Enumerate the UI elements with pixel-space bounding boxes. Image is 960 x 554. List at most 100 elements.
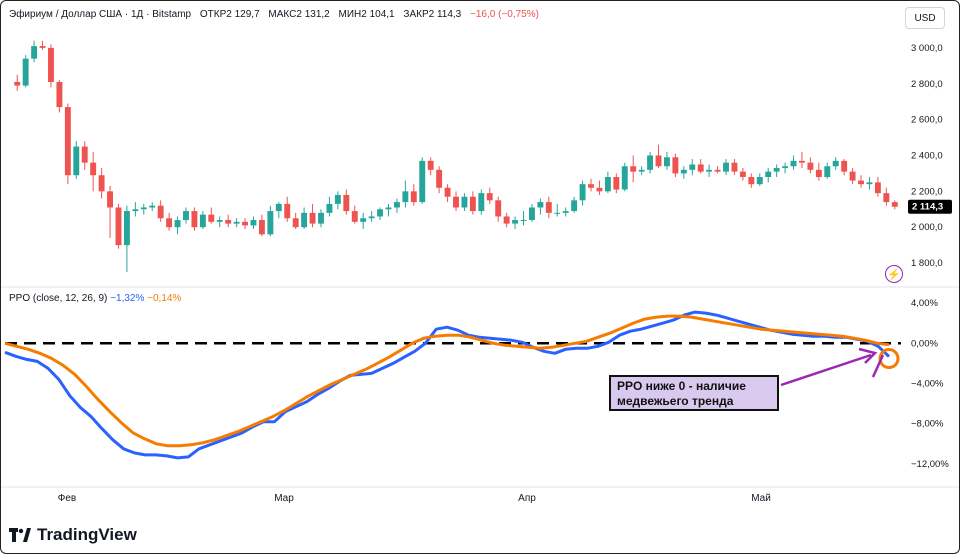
candle-body [191,211,198,228]
candle-body [562,211,569,213]
candle-body [284,203,291,219]
candle-body [588,184,594,188]
candle-body [31,46,38,59]
candle-body [427,160,434,170]
candle-body [140,207,147,210]
candle-body [444,187,451,197]
close-value: ЗАКР2 114,3 [403,9,462,20]
candle-body [318,212,324,224]
candle-body [858,180,864,185]
candle-body [402,191,409,203]
ppo-axis: 4,00% 0,00% −4,00% −8,00% −12,00% [911,298,949,470]
candle-body [360,218,367,222]
candle-body [545,202,552,213]
price-tick-label: 3 000,0 [911,43,943,54]
last-price-badge [908,199,952,214]
time-tick-label: Май [751,493,771,504]
candle-body [841,160,848,172]
candle-body [39,46,46,48]
candle-body [630,166,637,172]
candle-body [891,202,898,207]
annotation-line-2: медвежьего тренда [617,394,734,408]
annotation-line-1: PPO ниже 0 - наличие [617,379,746,393]
candle-body [714,169,721,172]
candle-body [647,155,654,170]
currency-button[interactable]: USD [905,7,945,29]
high-value: МАКС2 131,2 [268,9,330,20]
price-axis: 3 000,0 2 800,0 2 600,0 2 400,0 2 200,0 2 000… [908,43,952,269]
candle-body [174,220,181,228]
tradingview-logo-icon [9,528,31,542]
candle-body [807,162,814,170]
candle-body [377,209,384,217]
brand-name: TradingView [37,525,137,544]
candle-body [275,203,282,212]
candle-body [748,177,755,185]
candle-body [461,196,468,208]
candle-body [486,193,493,201]
candle-body [604,177,611,192]
annotation-arrowhead [858,347,878,364]
symbol-name[interactable]: Эфириум / Доллар США · 1Д · Bitstamp [9,9,192,20]
candle-body [739,171,746,177]
ppo-legend[interactable]: PPO (close, 12, 26, 9) −1,32% −0,14% [9,293,181,304]
candle-body [680,169,687,174]
ppo-legend-label: PPO (close, 12, 26, 9) [9,293,108,304]
candle-body [149,205,156,208]
candle-body [301,212,308,228]
candle-body [216,220,223,222]
candle-body [706,169,713,172]
ppo-tick-label: 0,00% [911,338,938,349]
candle-body [663,157,670,167]
candle-body [157,205,164,219]
candle-body [815,169,822,177]
price-tick-label: 2 200,0 [911,186,943,197]
candle-body [107,191,113,208]
candle-body [832,160,839,167]
candle-body [756,177,763,185]
ppo-tick-label: −4,00% [911,378,944,389]
time-tick-label: Апр [518,493,536,504]
candle-body [689,164,696,170]
candle-body [208,214,215,222]
candle-body [258,220,265,235]
candle-body [250,220,257,226]
candle-body [242,221,249,226]
lightning-icon[interactable]: ⚡ [885,265,903,283]
candle-body [326,203,333,213]
ppo-tick-label: 4,00% [911,298,938,309]
candle-body [849,171,856,181]
candle-body [799,160,805,163]
candle-body [672,157,679,174]
ppo-legend-value: −1,32% [110,293,145,304]
brand-logo[interactable]: TradingView [9,525,137,545]
candle-body [225,220,232,224]
symbol-header: Эфириум / Доллар США · 1Д · Bitstamp ОТК… [9,9,545,20]
candle-body [436,169,443,188]
candle-body [782,166,789,169]
candle-body [697,164,704,172]
candle-body [537,202,544,208]
candle-body [655,155,662,167]
candle-body [790,160,797,167]
candle-body [579,184,586,201]
candle-body [883,193,890,203]
candle-body [334,194,341,204]
candle-body [731,162,738,172]
candle-body [267,211,274,235]
signal-line [4,314,890,448]
annotation-layer [780,347,900,387]
candle-body [166,218,173,228]
candle-body [351,211,358,222]
candle-body [765,171,772,177]
ppo-line [4,310,891,460]
candle-body [554,212,561,214]
price-tick-label: 2 400,0 [911,150,943,161]
candle-body [723,162,729,172]
ppo-legend-signal: −0,14% [147,293,182,304]
candle-body [824,166,831,177]
candle-body [520,220,527,222]
candle-body [512,220,519,224]
candle-body [199,214,206,228]
